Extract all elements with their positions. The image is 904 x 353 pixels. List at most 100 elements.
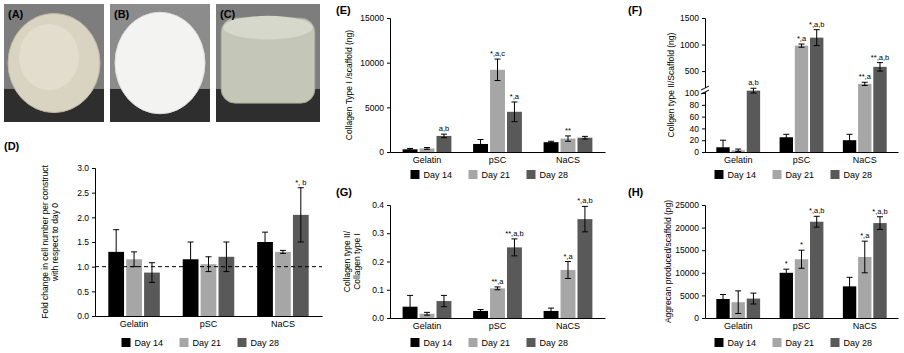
bar	[780, 273, 793, 318]
annotation: *,a	[860, 231, 870, 240]
y-tick: 500	[685, 66, 705, 76]
series	[126, 250, 291, 316]
error-bar	[511, 102, 517, 122]
bar	[873, 67, 886, 152]
y-tick-mark	[387, 152, 390, 153]
error-bar	[495, 59, 501, 80]
chart: (D)*, b0.00.51.01.52.02.53.0GelatinpSCNa…	[4, 140, 323, 348]
y-tick-label: 15000	[675, 245, 699, 255]
y-tick-label: 1500	[680, 13, 699, 23]
y-tick-mark	[702, 152, 705, 153]
bar	[436, 136, 451, 152]
y-tick-mark	[387, 63, 390, 64]
bar	[858, 84, 871, 152]
error-bar	[735, 149, 741, 151]
y-axis: 0500010000150002000025000	[675, 200, 705, 323]
y-tick-label: 0.1	[372, 285, 384, 295]
legend-swatch	[715, 170, 724, 179]
legend-label: Day 28	[540, 338, 569, 348]
error-bar	[511, 239, 517, 256]
photo-background	[110, 4, 210, 122]
y-tick-label: 10000	[675, 268, 699, 278]
error-bar	[113, 230, 119, 274]
x-axis: GelatinpSCNaCS	[391, 153, 606, 166]
series	[747, 216, 887, 318]
y-tick: 10000	[675, 268, 705, 278]
panel-label: (E)	[336, 4, 351, 16]
legend-label: Day 14	[424, 170, 453, 180]
annotation: *,a,b	[809, 20, 824, 29]
y-axis: 0.00.10.20.30.4	[372, 200, 390, 323]
y-tick: 5000	[680, 291, 705, 301]
y-tick: 10000	[360, 58, 390, 68]
axis-break-mark	[701, 86, 709, 90]
x-tick-label: pSC	[793, 321, 811, 331]
series	[403, 295, 559, 318]
error-bar	[407, 148, 413, 150]
series	[144, 188, 309, 316]
legend-label: Day 21	[193, 338, 222, 348]
series	[420, 59, 576, 152]
x-axis-line	[706, 152, 899, 153]
plot-area	[95, 188, 322, 316]
scaffold-highlight	[19, 24, 79, 90]
error-bar	[750, 88, 756, 93]
annotations: **,a*,a**,a,b*,a,b	[491, 196, 592, 286]
error-bar	[799, 250, 805, 268]
annotations: *, b	[295, 178, 306, 187]
error-bar	[298, 188, 304, 242]
y-tick-label: 20	[690, 135, 700, 145]
legend-swatch	[238, 338, 247, 347]
y-axis-title-line: Collagen type II/	[342, 230, 352, 292]
legend: Day 14Day 21Day 28	[715, 338, 873, 348]
legend: Day 14Day 21Day 28	[122, 338, 280, 348]
y-tick-label: 1000	[680, 40, 699, 50]
y-tick-mark	[702, 318, 705, 319]
y-tick-mark	[702, 250, 705, 251]
error-bar	[783, 269, 789, 276]
y-tick-label: 2.5	[77, 188, 89, 198]
y-tick-mark	[702, 205, 705, 206]
figure: (A)(B)(C)(D)*, b0.00.51.01.52.02.53.0Gel…	[0, 0, 904, 353]
x-tick-label: pSC	[793, 155, 811, 165]
y-tick-label: 40	[690, 124, 700, 134]
x-axis: GelatinpSCNaCS	[391, 319, 606, 332]
error-bar	[720, 140, 726, 152]
y-tick-mark	[387, 262, 390, 263]
y-tick: 80	[690, 100, 705, 110]
y-axis-title: Aggrecan produced/scaffold (pg)	[663, 200, 673, 323]
y-tick-label: 10000	[360, 58, 384, 68]
y-axis-title: Collgen type II/Scaffold (ng)	[666, 32, 676, 137]
legend-swatch	[715, 338, 724, 347]
x-tick: pSC	[200, 319, 218, 329]
error-bar	[424, 312, 430, 315]
y-tick: 0.4	[372, 200, 390, 210]
error-bar	[735, 291, 741, 314]
legend-swatch	[831, 170, 840, 179]
y-tick-label: 25000	[675, 200, 699, 210]
annotation: *,a,b	[809, 206, 824, 215]
error-bar	[720, 294, 726, 303]
y-tick-label: 3.0	[77, 163, 89, 173]
panel-label: (G)	[336, 186, 352, 198]
y-axis: 050001000015000	[360, 13, 390, 157]
bar	[507, 247, 522, 318]
bar	[126, 259, 142, 316]
y-tick: 0	[694, 147, 705, 157]
x-tick-label: Gelatin	[724, 155, 753, 165]
annotation: **,a	[859, 72, 872, 81]
x-axis: GelatinpSCNaCS	[96, 317, 323, 330]
annotation: **,a,b	[871, 53, 889, 62]
legend-label: Day 28	[251, 338, 280, 348]
y-tick: 15000	[675, 245, 705, 255]
y-tick-mark	[387, 290, 390, 291]
x-tick-label: NaCS	[853, 155, 877, 165]
y-tick-mark	[702, 295, 705, 296]
y-tick: 0.1	[372, 285, 390, 295]
legend-swatch	[180, 338, 189, 347]
y-tick: 15000	[360, 13, 390, 23]
x-tick: NaCS	[853, 155, 877, 165]
series	[732, 44, 872, 152]
x-tick: Gelatin	[413, 155, 442, 165]
x-tick: pSC	[489, 155, 507, 165]
